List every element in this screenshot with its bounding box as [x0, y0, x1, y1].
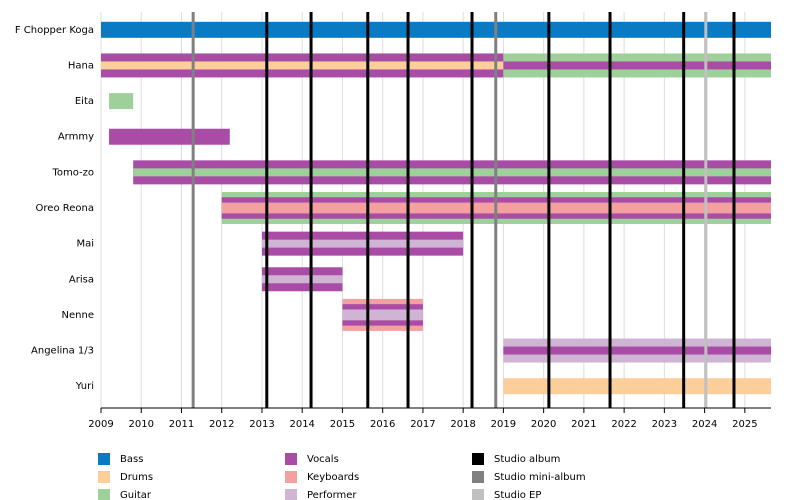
member-label: Mai	[76, 239, 94, 250]
x-tick-label: 2013	[249, 419, 274, 430]
x-tick-label: 2020	[531, 419, 556, 430]
member-label: Armmy	[58, 132, 94, 143]
legend-label: Guitar	[120, 490, 152, 500]
legend-swatch	[472, 471, 484, 483]
role-bar	[109, 93, 134, 110]
role-bar	[261, 275, 343, 284]
legend-swatch	[98, 453, 110, 465]
legend-swatch	[98, 471, 110, 483]
member-label: F Chopper Koga	[15, 25, 94, 36]
legend-label: Studio EP	[494, 490, 541, 500]
x-tick-label: 2009	[88, 419, 113, 430]
member-label: Angelina 1/3	[31, 346, 94, 357]
role-bar	[133, 168, 771, 177]
x-tick-label: 2023	[652, 419, 677, 430]
legend-swatch	[472, 489, 484, 500]
legend-swatch	[472, 453, 484, 465]
x-tick-label: 2019	[491, 419, 516, 430]
legend-label: Keyboards	[307, 472, 359, 483]
member-label: Tomo-zo	[51, 167, 94, 178]
member-label: Eita	[75, 96, 94, 107]
x-tick-label: 2024	[692, 419, 717, 430]
legend-label: Bass	[120, 454, 143, 465]
x-tick-label: 2012	[209, 419, 234, 430]
legend-swatch	[98, 489, 110, 500]
member-label: Hana	[68, 60, 94, 71]
x-tick-label: 2018	[450, 419, 475, 430]
role-bar	[503, 346, 771, 355]
role-bar	[261, 239, 464, 248]
legend-swatch	[285, 489, 297, 500]
legend-label: Vocals	[307, 454, 339, 465]
role-bar	[101, 61, 504, 70]
legend-label: Drums	[120, 472, 153, 483]
legend-label: Studio mini-album	[494, 472, 586, 483]
x-tick-label: 2010	[129, 419, 154, 430]
role-bar	[109, 128, 230, 145]
x-tick-label: 2021	[571, 419, 596, 430]
x-tick-label: 2014	[289, 419, 314, 430]
role-bar	[503, 61, 771, 70]
x-tick-label: 2015	[330, 419, 355, 430]
x-tick-label: 2016	[370, 419, 395, 430]
member-label: Yuri	[75, 381, 94, 392]
x-tick-label: 2022	[611, 419, 636, 430]
legend-label: Studio album	[494, 454, 560, 465]
legend-swatch	[285, 471, 297, 483]
role-bar	[342, 309, 423, 321]
legend-swatch	[285, 453, 297, 465]
legend-label: Performer	[307, 490, 357, 500]
role-bar	[503, 378, 771, 395]
x-tick-label: 2017	[410, 419, 435, 430]
member-label: Nenne	[62, 310, 94, 321]
member-label: Arisa	[69, 274, 94, 285]
x-tick-label: 2025	[732, 419, 757, 430]
member-label: Oreo Reona	[36, 203, 94, 214]
x-tick-label: 2011	[169, 419, 194, 430]
role-bar	[101, 21, 771, 38]
